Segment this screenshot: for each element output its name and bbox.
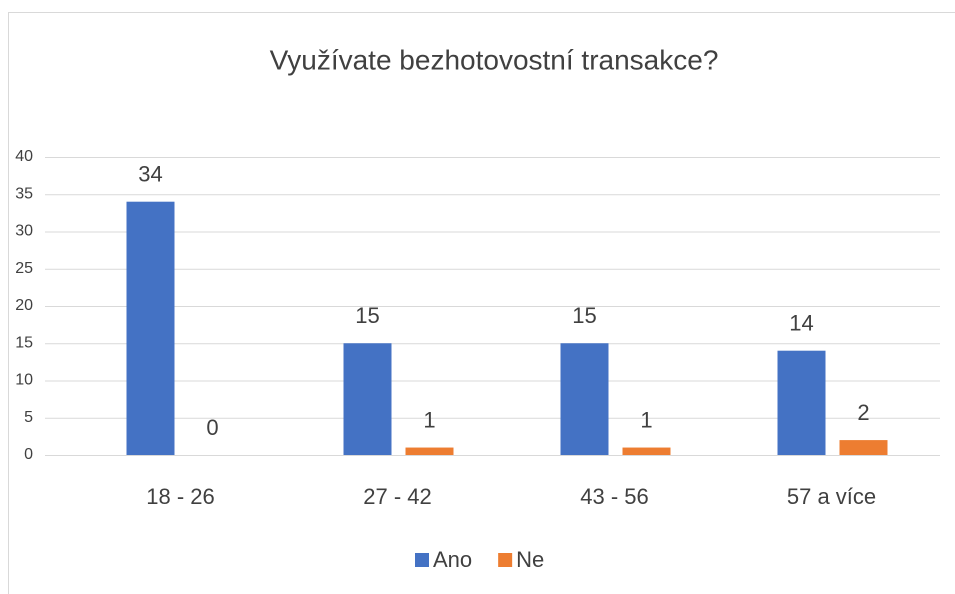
data-label: 15 [355, 303, 379, 328]
y-tick-label: 35 [15, 185, 33, 202]
y-tick-label: 0 [24, 446, 33, 463]
data-label: 1 [640, 407, 652, 432]
y-tick-label: 10 [15, 372, 33, 389]
bar [560, 343, 609, 455]
legend-swatch [498, 553, 513, 567]
x-tick-label: 43 - 56 [580, 484, 649, 509]
data-label: 15 [572, 303, 596, 328]
bar [343, 343, 392, 455]
y-tick-label: 30 [15, 223, 33, 240]
bar [126, 201, 175, 455]
chart-border [8, 12, 955, 594]
data-label: 34 [138, 162, 162, 187]
chart-title: Využívate bezhotovostní transakce? [270, 44, 719, 75]
bar [405, 447, 454, 455]
y-tick-label: 15 [15, 334, 33, 351]
bar [622, 447, 671, 455]
x-tick-label: 27 - 42 [363, 484, 432, 509]
y-tick-label: 5 [24, 409, 33, 426]
y-tick-label: 25 [15, 260, 33, 277]
legend-label: Ano [433, 547, 472, 572]
bar [777, 350, 826, 455]
data-label: 2 [857, 400, 869, 425]
x-tick-label: 57 a více [787, 484, 876, 509]
legend-swatch [415, 553, 429, 567]
data-label: 0 [206, 415, 218, 440]
legend-label: Ne [516, 547, 544, 572]
bar [839, 440, 888, 455]
y-tick-label: 40 [15, 148, 33, 165]
data-label: 1 [423, 407, 435, 432]
data-label: 14 [789, 311, 813, 336]
y-tick-label: 20 [15, 297, 33, 314]
x-tick-label: 18 - 26 [146, 484, 215, 509]
